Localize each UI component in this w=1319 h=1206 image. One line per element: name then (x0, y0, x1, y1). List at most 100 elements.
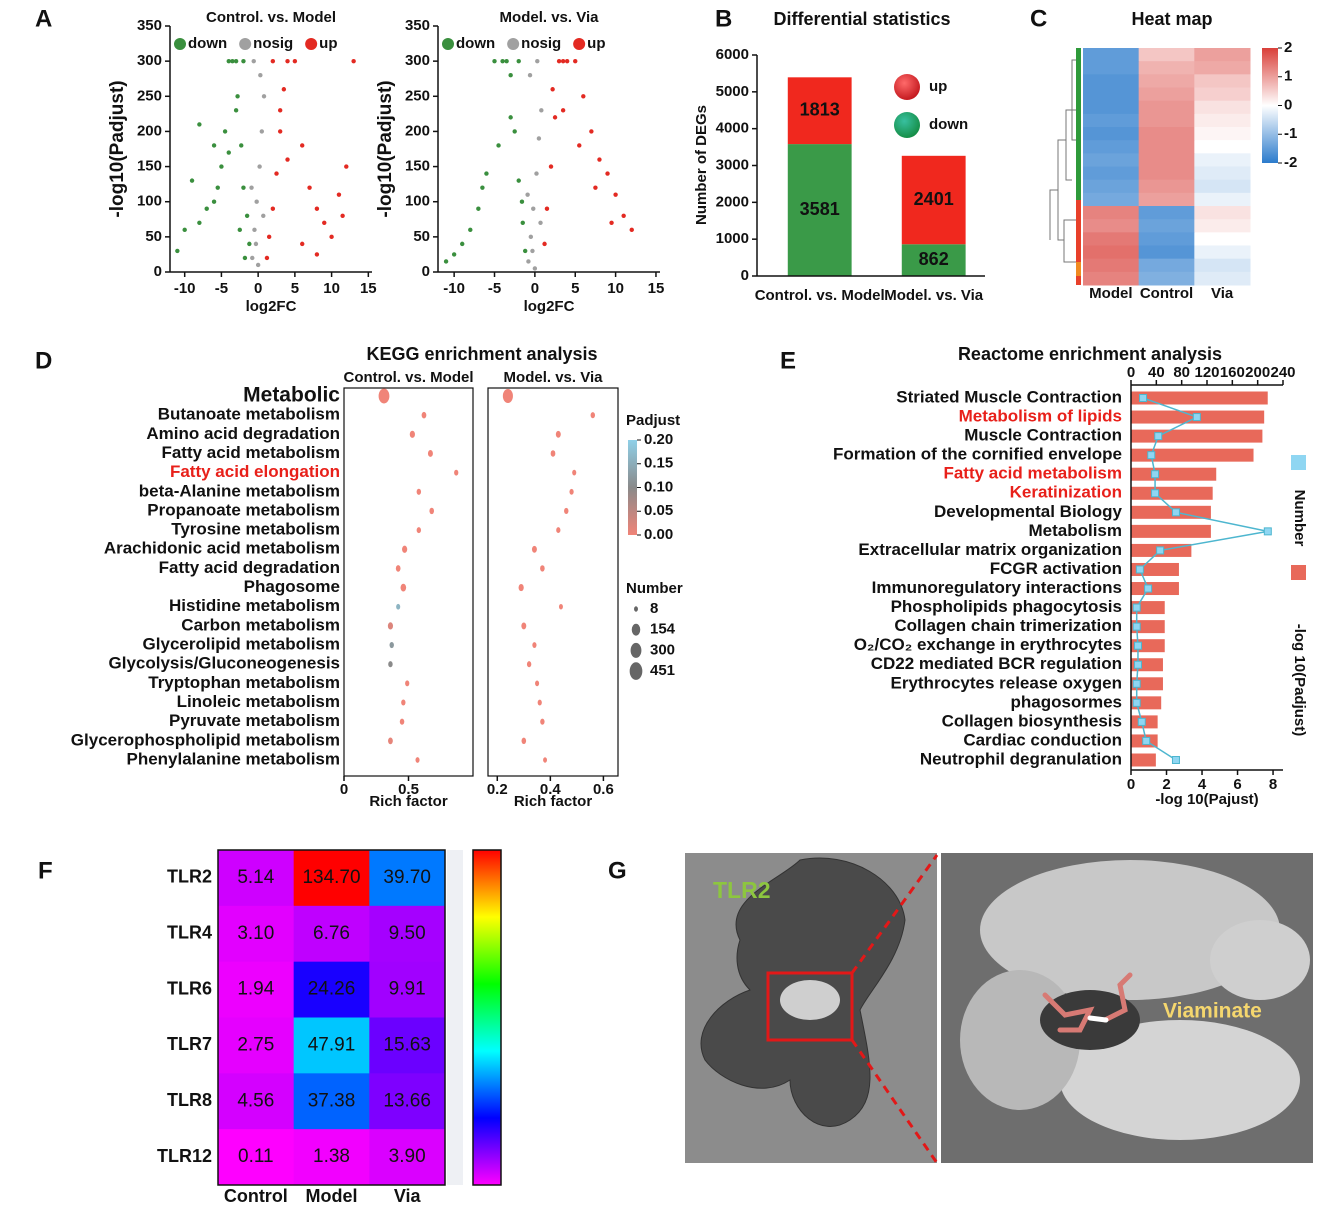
heat-cell (1194, 114, 1250, 128)
point (182, 228, 186, 232)
legend-marker (894, 74, 920, 100)
cell-label: 9.91 (389, 979, 426, 1000)
point (262, 94, 266, 98)
dot (559, 604, 563, 609)
point (293, 59, 297, 63)
point (252, 59, 256, 63)
panel-letter: G (608, 857, 627, 884)
cell-label: 2.75 (237, 1034, 274, 1055)
point (504, 59, 508, 63)
bar (1131, 525, 1211, 538)
heat-cell (1194, 246, 1250, 260)
x-tick-label: 0.6 (593, 781, 614, 798)
point (247, 242, 251, 246)
x-tick-label: 5 (571, 280, 579, 297)
x2-tick-label: 80 (1173, 364, 1190, 381)
dot (591, 412, 595, 418)
line-marker (1134, 642, 1141, 649)
point (245, 214, 249, 218)
size-key (632, 624, 640, 636)
heat-cell (1139, 167, 1195, 181)
legend-marker (239, 38, 251, 50)
point (565, 59, 569, 63)
dot (428, 450, 433, 457)
size-label: 300 (650, 641, 675, 658)
size-label: 8 (650, 600, 658, 617)
category-label: Erythrocytes release oxygen (890, 673, 1122, 692)
colorbar-label: 0 (1284, 96, 1292, 113)
point (315, 207, 319, 211)
point (271, 207, 275, 211)
heat-cell (1083, 114, 1139, 128)
point (329, 235, 333, 239)
cell-label: 39.70 (383, 867, 431, 888)
chart-title: Model. vs. Via (500, 9, 600, 26)
y-tick-label: 200 (405, 122, 430, 139)
point (484, 171, 488, 175)
point (581, 94, 585, 98)
point (252, 228, 256, 232)
y-tick-label: 300 (137, 52, 162, 69)
chart-title: Control. vs. Model (206, 9, 336, 26)
line-marker (1133, 623, 1140, 630)
point (243, 256, 247, 260)
category-label: Butanoate metabolism (158, 405, 340, 424)
point (537, 136, 541, 140)
bar (1131, 582, 1179, 595)
legend-marker (573, 38, 585, 50)
x-tick-label: -10 (174, 280, 196, 297)
point (561, 108, 565, 112)
y-tick-label: 0 (741, 267, 749, 284)
category-label: Phenylalanine metabolism (126, 749, 340, 768)
point (190, 178, 194, 182)
point (444, 259, 448, 263)
legend-marker (305, 38, 317, 50)
point (597, 157, 601, 161)
row-label: TLR4 (167, 923, 212, 943)
heat-cell (1194, 74, 1250, 88)
line-marker (1138, 718, 1145, 725)
dot (569, 489, 573, 495)
point (534, 171, 538, 175)
y-tick-label: 200 (137, 122, 162, 139)
point (557, 59, 561, 63)
y-axis-label: -log10(Padjust) (107, 80, 128, 217)
point (468, 228, 472, 232)
heat-cell (1139, 48, 1195, 62)
heat-cell (1139, 259, 1195, 273)
heat-cell (1194, 167, 1250, 181)
dot (540, 565, 545, 571)
dot (388, 661, 392, 667)
y-tick-label: 150 (137, 158, 162, 175)
point (234, 108, 238, 112)
legend-marker (1291, 455, 1306, 470)
x-tick-label: 0 (254, 280, 262, 297)
category-label: Propanoate metabolism (147, 500, 340, 519)
colorbar-label: 1 (1284, 68, 1292, 85)
category-label: Phagosome (244, 577, 340, 596)
legend-marker (894, 112, 920, 138)
panel-title: Control. vs. Model (343, 369, 473, 386)
point (351, 59, 355, 63)
dot (532, 642, 536, 648)
point (549, 164, 553, 168)
size-key (630, 662, 643, 680)
panel-letter: A (35, 5, 52, 32)
dot (422, 412, 427, 419)
y-tick-label: 0 (422, 263, 430, 280)
category-label: Glycerolipid metabolism (143, 635, 340, 654)
legend-label: up (319, 35, 337, 52)
point (512, 129, 516, 133)
point (223, 129, 227, 133)
point (496, 143, 500, 147)
point (528, 73, 532, 77)
heat-cell (1083, 219, 1139, 233)
dot (556, 431, 561, 438)
point (525, 192, 529, 196)
heat-cell (1194, 206, 1250, 220)
colorbar (1262, 48, 1278, 163)
column-label: Via (1211, 285, 1234, 302)
point (256, 263, 260, 267)
x-tick-label: 8 (1269, 776, 1277, 793)
legend-label: nosig (521, 35, 561, 52)
